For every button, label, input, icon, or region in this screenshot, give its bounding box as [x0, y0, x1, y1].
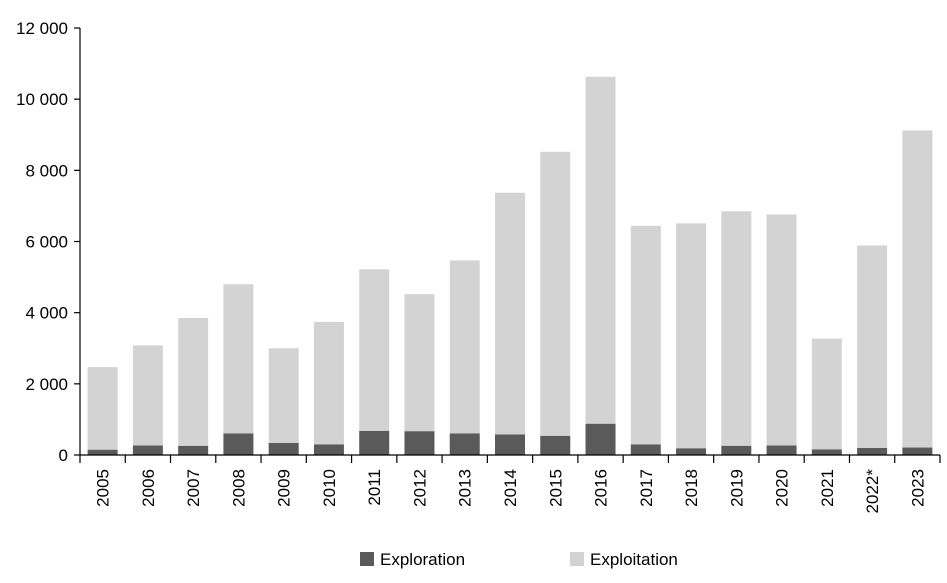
bar-exploitation-2010 [313, 321, 344, 445]
bar-exploration-2020 [766, 445, 797, 455]
x-tick-label: 2023 [908, 469, 927, 507]
bar-exploitation-2013 [449, 260, 480, 434]
x-tick-label: 2006 [139, 469, 158, 507]
bar-exploration-2015 [540, 435, 571, 455]
x-tick-label: 2019 [727, 469, 746, 507]
y-tick-label: 6 000 [25, 233, 68, 252]
bar-exploitation-2022 [857, 245, 888, 448]
x-tick-label: 2014 [501, 469, 520, 507]
x-tick-label: 2020 [773, 469, 792, 507]
bar-exploitation-2011 [359, 269, 390, 431]
bar-exploration-2019 [721, 445, 752, 455]
bar-exploitation-2021 [811, 338, 842, 450]
x-tick-label: 2011 [365, 469, 384, 506]
bar-exploration-2008 [223, 433, 254, 455]
bar-exploration-2016 [585, 423, 616, 455]
bar-exploitation-2009 [268, 348, 299, 443]
y-tick-label: 2 000 [25, 375, 68, 394]
y-tick-label: 12 000 [16, 19, 68, 38]
legend-swatch-exploration [360, 552, 374, 566]
y-tick-label: 8 000 [25, 161, 68, 180]
legend-label-exploitation: Exploitation [590, 550, 678, 569]
bar-exploration-2012 [404, 431, 435, 455]
x-tick-label: 2005 [94, 469, 113, 507]
x-tick-label: 2022* [863, 469, 882, 514]
x-tick-label: 2012 [410, 469, 429, 507]
bar-exploitation-2020 [766, 214, 797, 446]
bar-exploitation-2007 [178, 318, 209, 446]
y-tick-label: 4 000 [25, 304, 68, 323]
bar-exploration-2021 [811, 449, 842, 455]
bar-exploration-2007 [178, 445, 209, 455]
y-tick-label: 10 000 [16, 90, 68, 109]
x-tick-label: 2008 [229, 469, 248, 507]
x-tick-label: 2007 [184, 469, 203, 507]
x-axis: 2005 2006 2007 2008 2009 2010 2011 2012 2013 2014… [79, 454, 941, 514]
bar-exploration-2011 [359, 430, 390, 455]
x-tick-label: 2013 [456, 469, 475, 507]
bar-exploration-2023 [902, 447, 933, 455]
bar-exploration-2017 [630, 444, 661, 455]
bar-exploitation-2019 [721, 211, 752, 446]
bar-exploitation-2014 [495, 192, 525, 435]
bars [87, 76, 933, 455]
y-axis: 0 2 000 4 000 6 000 8 000 10 000 12 000 [16, 19, 81, 465]
bar-exploration-2010 [313, 444, 344, 455]
x-tick-label: 2015 [546, 469, 565, 507]
bar-exploration-2018 [676, 448, 707, 455]
bar-exploitation-2006 [132, 345, 163, 446]
bar-exploitation-2005 [87, 367, 118, 450]
x-tick-label: 2021 [818, 469, 837, 507]
bar-exploitation-2008 [223, 284, 254, 434]
legend-swatch-exploitation [570, 552, 584, 566]
bar-exploitation-2017 [630, 225, 661, 445]
bar-exploitation-2016 [585, 76, 616, 424]
bar-exploitation-2015 [540, 151, 571, 436]
bar-exploitation-2012 [404, 294, 435, 432]
bar-exploration-2005 [87, 449, 118, 455]
x-tick-label: 2010 [320, 469, 339, 507]
legend: Exploration Exploitation [360, 550, 678, 569]
bar-exploration-2009 [268, 442, 299, 455]
x-tick-label: 2018 [682, 469, 701, 507]
bar-exploration-2013 [449, 433, 480, 455]
bar-exploration-2022 [857, 447, 888, 455]
bar-exploitation-2018 [676, 223, 707, 449]
legend-label-exploration: Exploration [380, 550, 465, 569]
bar-exploration-2006 [132, 445, 163, 455]
x-tick-label: 2009 [275, 469, 294, 507]
bar-exploration-2014 [495, 434, 525, 455]
y-tick-label: 0 [59, 446, 68, 465]
x-tick-label: 2017 [637, 469, 656, 507]
bar-exploitation-2023 [902, 130, 933, 448]
x-tick-label: 2016 [592, 469, 611, 507]
